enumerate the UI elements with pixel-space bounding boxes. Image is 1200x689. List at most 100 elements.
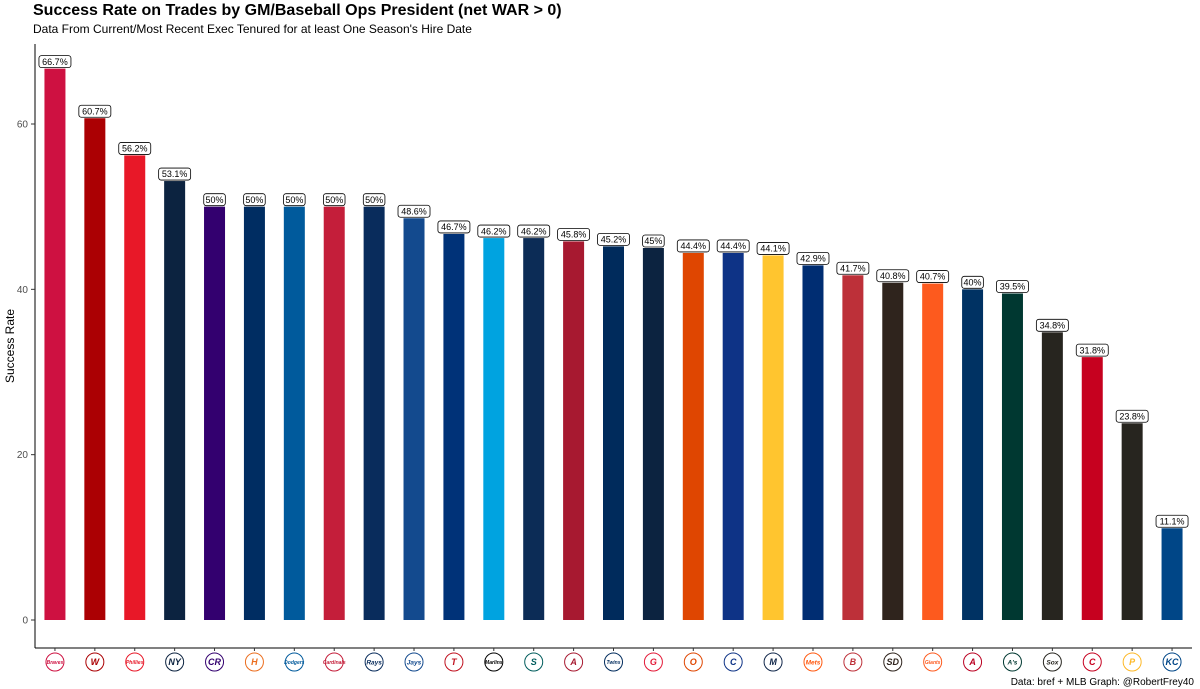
team-logo-text: C	[1089, 657, 1096, 667]
team-logo-text: Jays	[407, 659, 422, 666]
data-label: 53.1%	[162, 169, 188, 179]
data-label: 45%	[644, 236, 662, 246]
data-label-box	[78, 104, 112, 118]
data-label: 46.2%	[481, 226, 507, 236]
team-logo-text: S	[531, 657, 537, 667]
team-logo-text: M	[769, 657, 777, 667]
cardinals-logo-icon	[324, 652, 344, 672]
data-label: 66.7%	[42, 57, 68, 67]
bar-blue-jays	[403, 218, 425, 621]
data-label: 45.2%	[601, 235, 627, 245]
team-logo-text: Dodgers	[284, 660, 305, 666]
team-logos: Braves W Phillies NY CR H Dodgers Cardinals Rays…	[45, 648, 1182, 672]
mariners-logo-icon	[524, 652, 544, 672]
data-label: 50%	[325, 195, 343, 205]
team-logo-text: A	[968, 657, 976, 667]
y-tick-label: 60	[17, 120, 29, 131]
y-tick-label: 20	[17, 450, 29, 461]
team-logo-text: C	[730, 657, 737, 667]
data-label: 42.9%	[800, 254, 826, 264]
team-logo-text: A	[569, 657, 577, 667]
brewers-logo-icon	[763, 652, 783, 672]
data-label: 39.5%	[1000, 282, 1026, 292]
data-label-box	[1155, 514, 1189, 528]
data-label-box	[38, 55, 72, 69]
data-label-box	[323, 193, 346, 207]
bar-marlins	[483, 238, 505, 620]
y-axis-label: Success Rate	[3, 309, 17, 383]
nationals-logo-icon	[85, 652, 105, 672]
data-label: 34.8%	[1040, 321, 1066, 331]
data-label-box	[1075, 343, 1109, 357]
data-label-box	[796, 251, 830, 265]
team-logo-text: W	[91, 657, 101, 667]
data-label-box	[642, 234, 665, 248]
team-logo-text: P	[1129, 657, 1136, 667]
data-label: 11.1%	[1160, 516, 1185, 526]
bar-orioles	[682, 252, 704, 620]
whitesox-logo-icon	[1042, 652, 1062, 672]
data-label-box	[1035, 318, 1069, 332]
team-logo-text: B	[850, 657, 857, 667]
data-label-box	[517, 224, 551, 238]
team-logo-text: Giants	[925, 660, 941, 666]
chart-subtitle: Data From Current/Most Recent Exec Tenur…	[33, 22, 472, 36]
data-label: 41.7%	[840, 263, 866, 273]
caption: Data: bref + MLB Graph: @RobertFrey40	[1010, 677, 1194, 688]
data-label: 44.4%	[720, 241, 746, 251]
bar-royals	[1161, 528, 1183, 620]
rangers-logo-icon	[444, 652, 464, 672]
bar-twins	[603, 246, 624, 620]
braves-logo-icon	[45, 652, 65, 672]
bar-yankees	[164, 181, 186, 621]
dodgers-logo-icon	[284, 652, 304, 672]
data-label: 50%	[245, 195, 263, 205]
data-labels: 66.7% 60.7% 56.2% 53.1% 50% 50% 50% 50% 50% 48.6%…	[38, 55, 1189, 528]
bluejays-logo-icon	[404, 652, 424, 672]
data-label-box	[362, 193, 386, 207]
padres-logo-icon	[883, 652, 903, 672]
team-logo-text: H	[251, 657, 258, 667]
data-label: 45.8%	[561, 230, 587, 240]
team-logo-text: CR	[208, 657, 221, 667]
data-label-box	[203, 193, 226, 207]
y-tick-label: 40	[17, 285, 29, 296]
data-label: 31.8%	[1079, 345, 1105, 355]
team-logo-text: O	[690, 657, 697, 667]
bar-mariners	[523, 238, 545, 620]
bar-pirates	[1121, 423, 1143, 620]
bar-padres	[882, 282, 904, 620]
team-logo-text: G	[650, 657, 657, 667]
team-logo-text: Braves	[47, 660, 64, 666]
cubs-logo-icon	[723, 652, 743, 672]
data-label-box	[243, 193, 266, 207]
team-logo-text: T	[451, 657, 458, 667]
bar-athletics	[1001, 293, 1023, 620]
bar-astros	[243, 206, 265, 620]
chart-title: Success Rate on Trades by GM/Baseball Op…	[33, 2, 562, 19]
team-logo-text: Sox	[1046, 659, 1058, 666]
data-label-box	[996, 280, 1029, 293]
bar-white-sox	[1041, 332, 1063, 620]
data-label-box	[557, 227, 591, 241]
bar-angels	[962, 289, 984, 620]
team-logo-text: NY	[168, 657, 181, 667]
data-label: 40%	[964, 278, 982, 288]
data-label-box	[397, 204, 431, 218]
bars	[44, 68, 1183, 621]
data-label: 44.1%	[760, 244, 786, 254]
bar-diamondbacks	[563, 241, 585, 621]
giants-logo-icon	[923, 652, 943, 672]
royals-logo-icon	[1162, 652, 1182, 672]
diamondbacks-logo-icon	[564, 652, 584, 672]
team-logo-text: KC	[1166, 657, 1179, 667]
rays-logo-icon	[364, 652, 384, 672]
data-label-box	[118, 142, 152, 155]
bar-dodgers	[283, 206, 305, 620]
data-label: 56.2%	[122, 144, 148, 154]
bar-braves	[44, 68, 66, 620]
team-logo-text: SD	[887, 657, 900, 667]
guardians-logo-icon	[643, 652, 663, 672]
bar-reds	[1081, 357, 1103, 620]
